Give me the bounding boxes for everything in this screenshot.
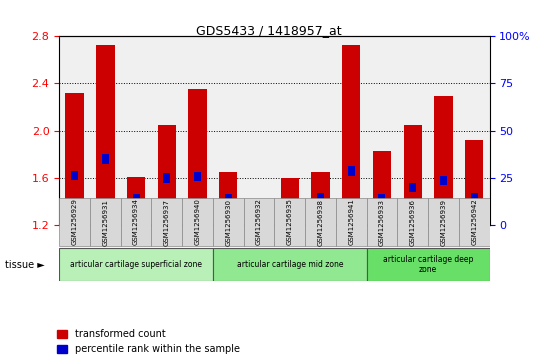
Text: GSM1256942: GSM1256942 — [471, 199, 477, 245]
Text: articular cartilage mid zone: articular cartilage mid zone — [237, 260, 343, 269]
Bar — [434, 97, 452, 225]
Bar — [286, 200, 293, 210]
Bar — [213, 198, 244, 246]
Bar — [151, 198, 182, 246]
Bar — [71, 171, 78, 180]
Bar — [336, 198, 366, 246]
Bar — [213, 248, 366, 281]
Bar — [342, 45, 360, 225]
Bar — [440, 175, 447, 185]
Text: GSM1256929: GSM1256929 — [72, 199, 77, 245]
Text: GDS5433 / 1418957_at: GDS5433 / 1418957_at — [196, 24, 342, 37]
Bar — [317, 193, 324, 203]
Bar — [59, 248, 213, 281]
Text: GSM1256934: GSM1256934 — [133, 199, 139, 245]
Bar — [158, 125, 176, 225]
Bar — [132, 195, 139, 204]
Bar — [409, 183, 416, 192]
Bar — [59, 198, 90, 246]
Bar — [366, 198, 398, 246]
Bar — [121, 198, 151, 246]
Bar — [163, 173, 171, 183]
Bar — [127, 177, 145, 225]
Text: articular cartilage superficial zone: articular cartilage superficial zone — [70, 260, 202, 269]
Bar — [225, 195, 232, 204]
Text: GSM1256938: GSM1256938 — [317, 199, 323, 245]
Bar — [428, 198, 459, 246]
Bar — [219, 172, 237, 225]
Text: articular cartilage deep
zone: articular cartilage deep zone — [383, 255, 473, 274]
Bar — [305, 198, 336, 246]
Bar — [459, 198, 490, 246]
Text: GSM1256933: GSM1256933 — [379, 199, 385, 245]
Bar — [378, 195, 386, 204]
Bar — [312, 172, 330, 225]
Bar — [373, 151, 391, 225]
Bar — [65, 93, 84, 225]
Bar — [366, 248, 490, 281]
Text: GSM1256935: GSM1256935 — [287, 199, 293, 245]
Bar — [250, 211, 268, 225]
Text: GSM1256937: GSM1256937 — [164, 199, 170, 245]
Bar — [465, 140, 484, 225]
Bar — [256, 208, 263, 218]
Bar — [404, 125, 422, 225]
Bar — [348, 166, 355, 176]
Bar — [280, 178, 299, 225]
Bar — [188, 89, 207, 225]
Bar — [274, 198, 305, 246]
Bar — [182, 198, 213, 246]
Legend: transformed count, percentile rank within the sample: transformed count, percentile rank withi… — [53, 326, 244, 358]
Bar — [398, 198, 428, 246]
Text: GSM1256936: GSM1256936 — [410, 199, 416, 245]
Text: GSM1256939: GSM1256939 — [441, 199, 447, 245]
Bar — [90, 198, 121, 246]
Text: GSM1256932: GSM1256932 — [256, 199, 262, 245]
Bar — [471, 193, 478, 203]
Bar — [102, 154, 109, 164]
Text: GSM1256941: GSM1256941 — [348, 199, 354, 245]
Bar — [96, 45, 115, 225]
Text: GSM1256931: GSM1256931 — [102, 199, 108, 245]
Bar — [194, 172, 201, 182]
Bar — [244, 198, 274, 246]
Text: GSM1256930: GSM1256930 — [225, 199, 231, 245]
Text: tissue ►: tissue ► — [5, 260, 45, 270]
Text: GSM1256940: GSM1256940 — [195, 199, 201, 245]
